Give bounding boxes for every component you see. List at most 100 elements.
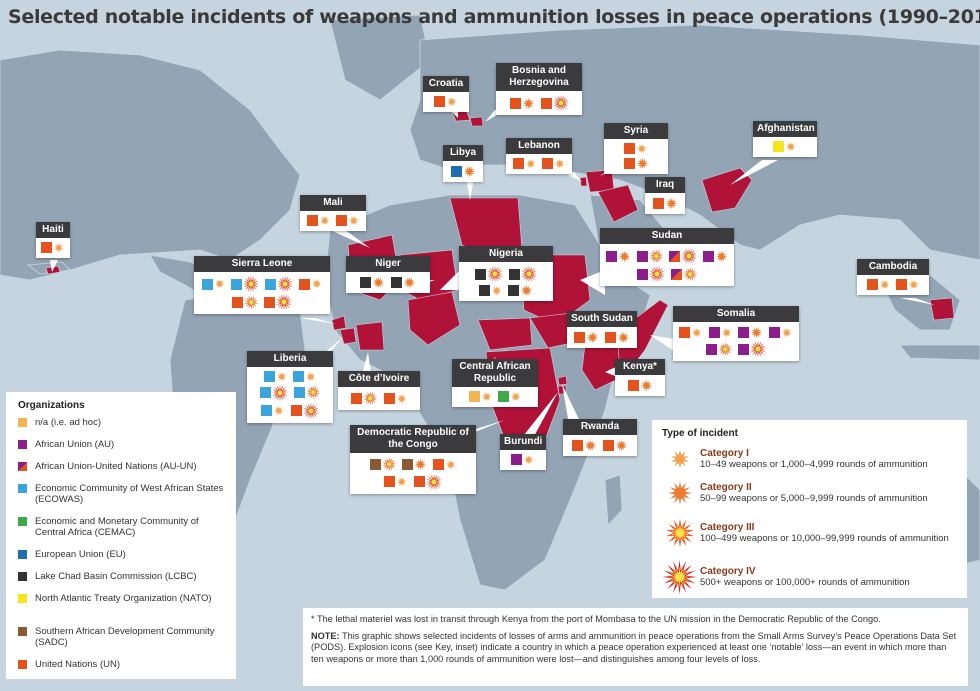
org-swatch-un [384,476,396,487]
incident-item [509,266,537,282]
callout-iraq: Iraq [645,177,685,214]
incident-burst-icon [786,142,796,152]
org-swatch-un [896,279,907,291]
org-swatch-un [434,96,446,108]
incident-list [563,435,637,456]
callout-liberia: Liberia [247,351,333,423]
incident-item [636,266,665,282]
incident-burst-icon [271,384,288,401]
incident-burst-icon [525,159,535,169]
incident-list [600,244,734,286]
incident-burst-icon [306,372,316,382]
incident-item [402,458,427,471]
indonesia-landmass [899,344,980,361]
incident-item [511,454,535,466]
incident-item [624,143,648,155]
note-label: NOTE: [311,630,340,641]
incident-type-name: Category IV [700,566,756,577]
callout-burundi: Burundi [500,434,546,470]
org-swatch-un [866,279,878,291]
callout-country-name: Niger [346,256,430,272]
legend-row-na: n/a (i.e. ad hoc) [18,417,228,439]
org-swatch-cemac [18,517,27,526]
org-swatch-cemac [498,391,509,403]
incident-burst-icon [663,560,696,594]
incident-item [259,384,288,401]
incident-burst-icon [277,276,293,292]
org-swatch-na [18,418,27,427]
org-swatch-au [705,343,717,355]
incident-burst-icon [552,95,569,111]
org-swatch-lcbc [360,277,371,288]
legend-label: Economic Community of West African State… [35,483,224,505]
callout-country-name: Côte d’Ivoire [338,371,420,387]
incident-list [452,387,538,407]
incident-type-heading: Type of incident [662,428,738,439]
org-swatch-lcbc [509,268,520,280]
incident-item [369,457,397,472]
incident-item [293,385,321,400]
incident-burst-icon [244,294,258,310]
org-swatch-un [540,97,552,109]
incident-burst-icon [511,392,521,402]
incident-burst-icon [692,327,702,338]
org-swatch-na [468,391,480,403]
incident-burst-icon [750,341,767,357]
callout-rwanda: Rwanda [563,419,637,456]
incident-item [636,248,664,264]
incident-item [574,331,599,344]
callout-mali: Mali [300,195,366,231]
incident-burst-icon [396,393,406,403]
org-swatch-un [679,327,691,338]
org-swatch-au [738,343,750,355]
legend-label: n/a (i.e. ad hoc) [35,417,102,428]
callout-country-name: Syria [604,123,668,139]
incident-burst-icon [414,458,427,471]
incident-list [753,137,817,157]
org-swatch-un [383,392,395,404]
incident-burst-icon [617,331,630,344]
incident-burst-icon [718,341,732,357]
incident-item [738,326,763,339]
incident-item [290,402,319,419]
incident-list [567,327,637,348]
callout-country-name: Kenya* [615,359,665,375]
callout-country-name: Somalia [673,306,799,322]
incident-item [41,242,65,254]
org-swatch-un [306,215,318,227]
incident-item [306,215,331,227]
org-swatch-au [636,268,648,280]
incident-list [247,367,333,423]
callout-bosnia-and-herzegovina: Bosnia and Herzegovina [496,63,582,115]
org-swatch-un [574,332,585,343]
callout-country-name: Haiti [36,222,70,238]
incident-burst-icon [665,197,677,210]
incident-item [627,379,653,392]
callout-country-name: Lebanon [506,138,572,154]
incident-burst-icon [463,165,475,178]
callout-niger: Niger [346,256,430,293]
legend-row-eu: European Union (EU) [18,549,228,571]
incident-type-row-2: Category II 50–99 weapons or 5,000–9,999 … [662,480,928,506]
legend-row-un: United Nations (UN) [18,659,228,681]
callout-country-name: Sudan [600,228,734,244]
incident-burst-icon [665,518,694,548]
incident-type-desc: 50–99 weapons or 5,000–9,999 rounds of a… [700,493,928,504]
org-swatch-sadc [369,458,381,470]
org-swatch-ecowas [263,371,275,383]
org-swatch-au [636,250,648,262]
callout-country-name: Democratic Republic of the Congo [350,425,476,453]
callout-central-african-republic: Central African Republic [452,359,538,407]
incident-item [336,215,360,227]
country-cambodia [929,297,955,321]
callout-haiti: Haiti [36,222,70,258]
incident-burst-icon [425,473,442,490]
incident-burst-icon [640,379,652,392]
org-swatch-un [231,296,243,308]
incident-burst-icon [276,372,286,382]
incident-type-desc: 10–49 weapons or 1,000–4,999 rounds of a… [700,459,928,470]
page-title: Selected notable incidents of weapons an… [8,6,980,28]
incident-item [384,476,408,488]
incident-burst-icon [584,439,597,452]
incident-list [496,91,582,115]
